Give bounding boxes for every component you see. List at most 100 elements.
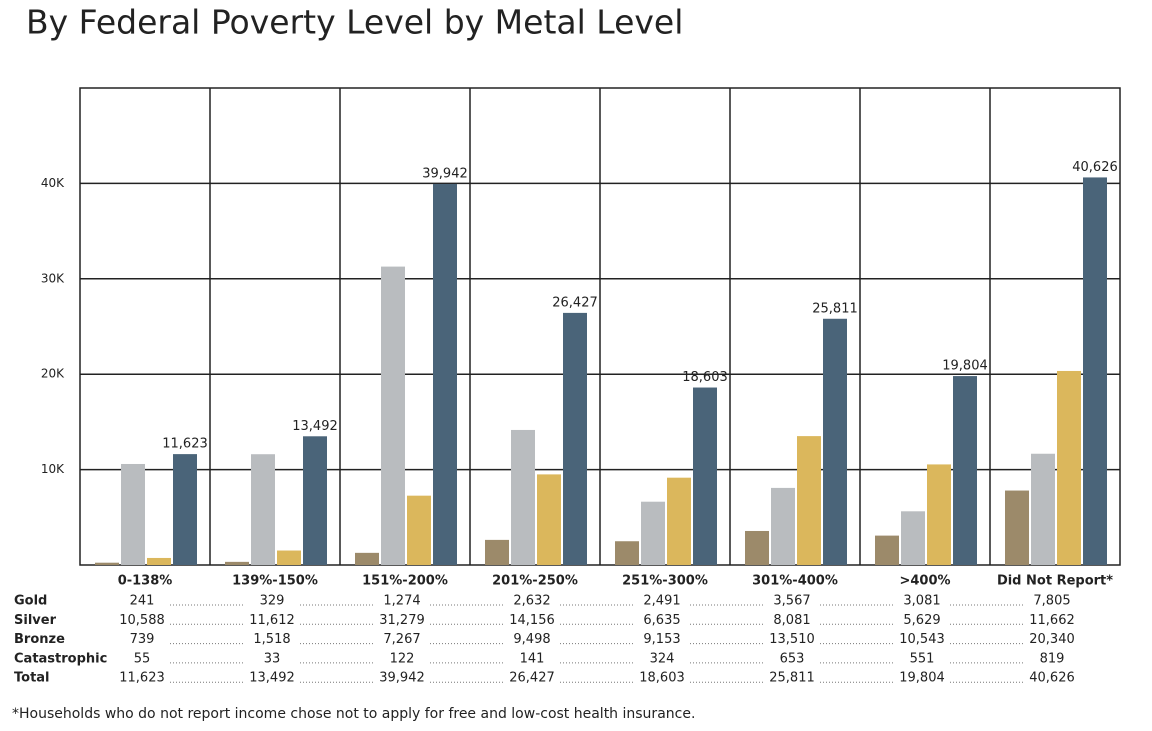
table-cell: 9,153 [643, 632, 680, 647]
bar [771, 487, 795, 565]
bar [797, 436, 821, 565]
table-cell: 10,543 [899, 632, 945, 647]
row-label: Gold [14, 594, 47, 609]
bar [641, 501, 665, 565]
bar [95, 562, 119, 565]
bar [407, 495, 431, 565]
bar [355, 552, 379, 565]
row-label: Silver [14, 613, 57, 628]
bar [537, 474, 561, 565]
bar-value-label: 25,811 [812, 301, 858, 316]
table-cell: 9,498 [513, 632, 550, 647]
table-cell: 7,805 [1033, 594, 1070, 609]
x-tick-label: Did Not Report* [997, 574, 1113, 589]
bar-value-label: 40,626 [1072, 160, 1118, 175]
bar [667, 477, 691, 565]
table-cell: 819 [1040, 651, 1065, 666]
bar-value-label: 39,942 [422, 166, 468, 181]
bar [823, 318, 847, 565]
table-cell: 653 [780, 651, 805, 666]
x-tick-label: 139%-150% [232, 574, 318, 589]
table-cell: 19,804 [899, 671, 945, 686]
bar [147, 557, 171, 565]
x-tick-label: >400% [899, 574, 950, 589]
table-cell: 141 [520, 651, 545, 666]
table-cell: 55 [134, 651, 151, 666]
table-cell: 1,518 [253, 632, 290, 647]
table-cell: 324 [650, 651, 675, 666]
table-cell: 25,811 [769, 671, 815, 686]
table-cell: 26,427 [509, 671, 555, 686]
bar [381, 266, 405, 565]
table-cell: 40,626 [1029, 671, 1075, 686]
bar [615, 541, 639, 565]
table-cell: 2,632 [513, 594, 550, 609]
bar [433, 183, 457, 566]
row-label: Bronze [14, 632, 65, 647]
x-tick-label: 301%-400% [752, 574, 838, 589]
table-cell: 2,491 [643, 594, 680, 609]
table-cell: 11,612 [249, 613, 295, 628]
y-tick-label: 10K [41, 462, 65, 476]
table-cell: 5,629 [903, 613, 940, 628]
table-cell: 739 [130, 632, 155, 647]
table-cell: 18,603 [639, 671, 685, 686]
bar [277, 550, 301, 565]
x-tick-label: 251%-300% [622, 574, 708, 589]
bar [1031, 453, 1055, 565]
table-cell: 7,267 [383, 632, 420, 647]
bar [927, 464, 951, 565]
x-tick-label: 151%-200% [362, 574, 448, 589]
bar [693, 387, 717, 565]
y-tick-label: 20K [41, 367, 65, 381]
table-cell: 10,588 [119, 613, 165, 628]
table-cell: 33 [264, 651, 281, 666]
bar [485, 539, 509, 565]
row-label: Total [14, 671, 50, 686]
y-tick-label: 40K [41, 176, 65, 190]
table-cell: 551 [910, 651, 935, 666]
table-cell: 11,623 [119, 671, 165, 686]
x-tick-label: 201%-250% [492, 574, 578, 589]
bar [745, 530, 769, 565]
bar [1057, 370, 1081, 565]
table-cell: 14,156 [509, 613, 555, 628]
bar [225, 561, 249, 565]
bar [121, 463, 145, 565]
bar [511, 429, 535, 565]
x-tick-label: 0-138% [118, 574, 173, 589]
bar-value-label: 11,623 [162, 437, 208, 452]
bar [563, 312, 587, 565]
bar [251, 454, 275, 565]
table-cell: 329 [260, 594, 285, 609]
bar-value-label: 18,603 [682, 370, 728, 385]
row-label: Catastrophic [14, 651, 107, 666]
bar [1005, 490, 1029, 565]
bar [953, 376, 977, 565]
table-cell: 31,279 [379, 613, 425, 628]
table-cell: 241 [130, 594, 155, 609]
table-cell: 20,340 [1029, 632, 1075, 647]
table-cell: 11,662 [1029, 613, 1075, 628]
table-cell: 3,081 [903, 594, 940, 609]
bar [303, 436, 327, 565]
table-cell: 8,081 [773, 613, 810, 628]
table-cell: 3,567 [773, 594, 810, 609]
bar-value-label: 26,427 [552, 295, 598, 310]
table-cell: 39,942 [379, 671, 425, 686]
table-cell: 1,274 [383, 594, 420, 609]
footnote: *Households who do not report income cho… [12, 706, 695, 722]
bar [1083, 177, 1107, 565]
table-cell: 6,635 [643, 613, 680, 628]
table-cell: 13,492 [249, 671, 295, 686]
table-cell: 122 [390, 651, 415, 666]
bar [173, 454, 197, 565]
bar-value-label: 13,492 [292, 419, 338, 434]
bar [875, 535, 899, 565]
y-tick-label: 30K [41, 271, 65, 285]
bar [901, 511, 925, 565]
table-cell: 13,510 [769, 632, 815, 647]
chart-title: By Federal Poverty Level by Metal Level [26, 3, 683, 42]
bar-value-label: 19,804 [942, 359, 988, 374]
